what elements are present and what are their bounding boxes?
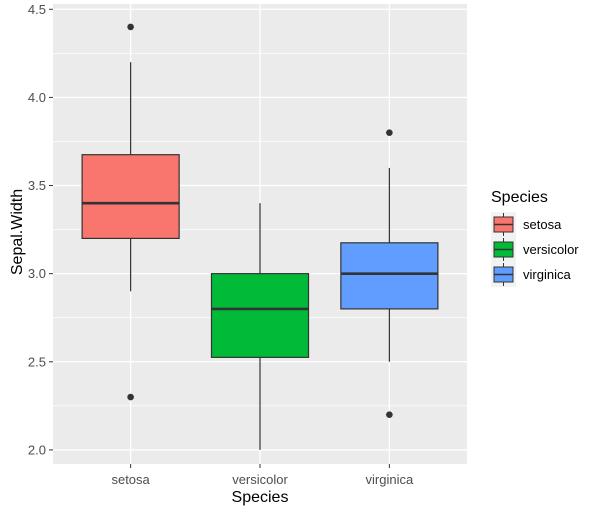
x-tick-label: versicolor <box>232 472 288 487</box>
box-body <box>81 154 180 240</box>
x-tick-label: virginica <box>366 472 414 487</box>
y-axis-ticks: 2.0 2.5 3.0 3.5 4.0 4.5 <box>28 2 53 457</box>
legend-label: versicolor <box>523 242 579 257</box>
y-tick-label: 2.5 <box>28 354 46 369</box>
x-tick-label: setosa <box>111 472 150 487</box>
outlier-point <box>386 411 393 418</box>
y-tick-label: 4.5 <box>28 2 46 17</box>
box-setosa <box>81 23 180 401</box>
boxes-layer <box>81 23 439 450</box>
y-tick-label: 3.0 <box>28 266 46 281</box>
legend-label: virginica <box>523 267 571 282</box>
legend-item-virginica: virginica <box>491 262 571 287</box>
y-axis-title: Sepal.Width <box>9 189 26 275</box>
legend-title: Species <box>491 189 548 206</box>
outlier-point <box>386 129 393 136</box>
box-versicolor <box>210 203 310 450</box>
legend-item-versicolor: versicolor <box>491 237 579 262</box>
x-axis-title: Species <box>232 489 289 506</box>
outlier-point <box>127 23 134 31</box>
box-virginica <box>340 129 439 418</box>
y-tick-label: 2.0 <box>28 442 46 457</box>
legend: Species setosa versicolor virginica <box>491 189 579 287</box>
outlier-point <box>127 393 134 401</box>
box-body <box>210 273 310 358</box>
legend-item-setosa: setosa <box>491 212 562 237</box>
x-axis-ticks: setosa versicolor virginica <box>111 464 414 487</box>
y-tick-label: 4.0 <box>28 90 46 105</box>
legend-label: setosa <box>523 217 562 232</box>
box-body <box>340 242 439 310</box>
y-tick-label: 3.5 <box>28 178 46 193</box>
watermark: 知乎 @R语言搬运工 <box>453 482 588 500</box>
